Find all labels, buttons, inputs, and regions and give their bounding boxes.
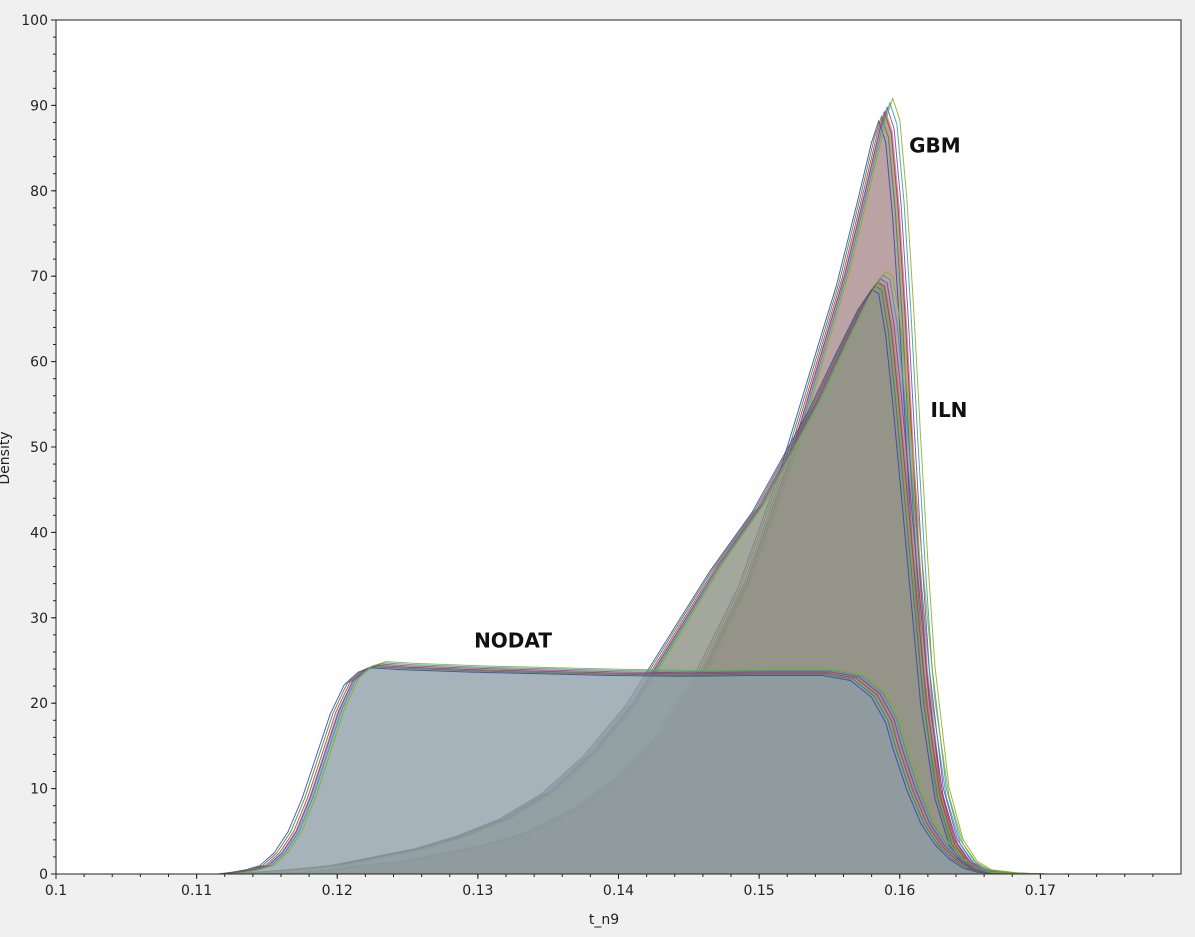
- annotations: GBM ILN NODAT: [474, 133, 967, 652]
- y-tick-label: 90: [30, 98, 48, 114]
- curve-nodat-2: [122, 666, 1009, 875]
- curve-nodat-1: [119, 667, 1006, 875]
- area-nodat: [126, 664, 1013, 874]
- annotation-iln: ILN: [931, 398, 968, 422]
- x-tick-label: 0.14: [603, 883, 634, 899]
- y-tick-label: 100: [21, 13, 48, 29]
- y-tick-label: 10: [30, 782, 48, 798]
- y-tick-label: 50: [30, 440, 48, 456]
- x-tick-label: 0.16: [884, 883, 915, 899]
- curve-nodat-4: [127, 663, 1014, 875]
- x-tick-label: 0.15: [744, 883, 775, 899]
- y-tick-label: 60: [30, 355, 48, 371]
- curve-nodat-3: [124, 664, 1011, 875]
- density-areas: [119, 96, 1048, 875]
- annotation-nodat: NODAT: [474, 629, 552, 653]
- y-tick-label: 80: [30, 184, 48, 200]
- axes: 0.1 0.11 0.12 0.13 0.14 0.15 0.16 0.17 0 10 20 30 40…: [21, 13, 1154, 899]
- x-axis-label: t_n9: [589, 912, 619, 928]
- x-tick-label: 0.1: [45, 883, 67, 899]
- curve-nodat-6: [133, 661, 1020, 875]
- y-axis-label: Density: [0, 431, 13, 484]
- x-tick-label: 0.17: [1025, 883, 1056, 899]
- annotation-gbm: GBM: [909, 133, 961, 157]
- y-tick-label: 40: [30, 525, 48, 541]
- y-tick-label: 20: [30, 696, 48, 712]
- curve-nodat-5: [130, 662, 1017, 875]
- y-tick-label: 30: [30, 611, 48, 627]
- x-tick-label: 0.12: [322, 883, 353, 899]
- y-tick-label: 0: [39, 867, 48, 883]
- x-tick-label: 0.13: [462, 883, 493, 899]
- y-tick-label: 70: [30, 269, 48, 285]
- x-tick-label: 0.11: [181, 883, 212, 899]
